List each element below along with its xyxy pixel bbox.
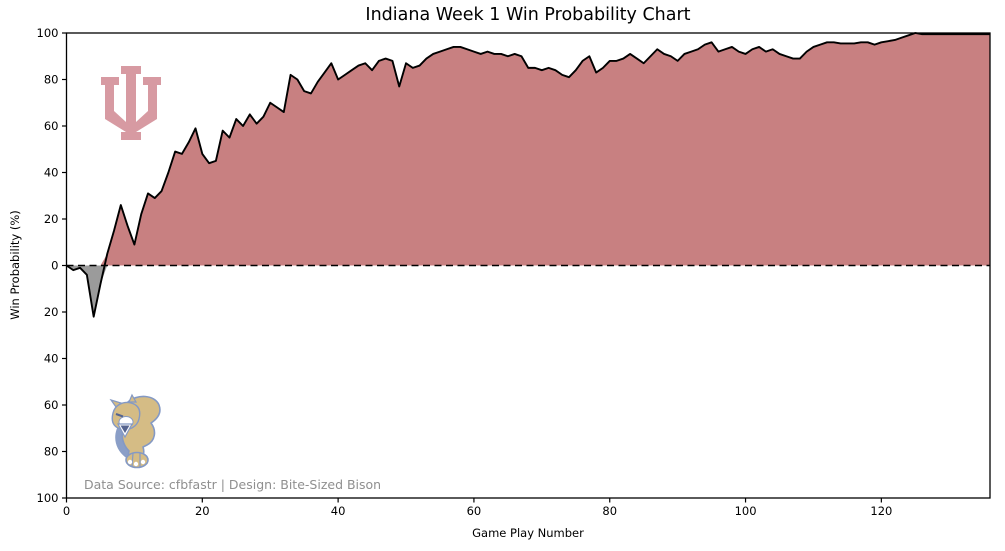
svg-text:100: 100 <box>735 504 757 518</box>
svg-text:40: 40 <box>331 504 346 518</box>
chart-title: Indiana Week 1 Win Probability Chart <box>365 5 691 25</box>
svg-text:0: 0 <box>51 259 58 273</box>
y-axis-ticks: 100 80 60 40 20 0 20 40 60 80 100 <box>37 26 67 505</box>
svg-text:40: 40 <box>44 352 59 366</box>
svg-text:20: 20 <box>195 504 210 518</box>
svg-text:20: 20 <box>44 305 59 319</box>
panther-ear-right <box>128 393 138 403</box>
win-probability-line <box>65 32 990 318</box>
svg-text:40: 40 <box>44 166 59 180</box>
probability-fills <box>66 33 990 317</box>
svg-text:60: 60 <box>44 119 59 133</box>
svg-text:100: 100 <box>37 491 59 505</box>
svg-text:80: 80 <box>44 73 59 87</box>
fill-below-zero <box>66 265 990 317</box>
svg-text:20: 20 <box>44 212 59 226</box>
watermark-credit: Data Source: cfbfastr | Design: Bite-Siz… <box>84 477 382 492</box>
fill-above-zero <box>66 33 990 266</box>
svg-text:0: 0 <box>63 504 70 518</box>
svg-text:60: 60 <box>44 398 59 412</box>
x-axis-ticks: 0 20 40 60 80 100 120 <box>63 498 892 518</box>
panther-mouth-inner <box>120 425 130 433</box>
indiana-iu-logo-icon <box>101 66 161 140</box>
svg-text:80: 80 <box>602 504 617 518</box>
x-axis-label: Game Play Number <box>472 526 584 540</box>
svg-text:120: 120 <box>870 504 892 518</box>
svg-text:60: 60 <box>467 504 482 518</box>
panther-eye <box>115 413 124 418</box>
svg-text:80: 80 <box>44 445 59 459</box>
svg-text:100: 100 <box>37 26 59 40</box>
fiu-panther-logo-icon <box>109 393 161 469</box>
y-axis-label: Win Probability (%) <box>8 210 22 320</box>
